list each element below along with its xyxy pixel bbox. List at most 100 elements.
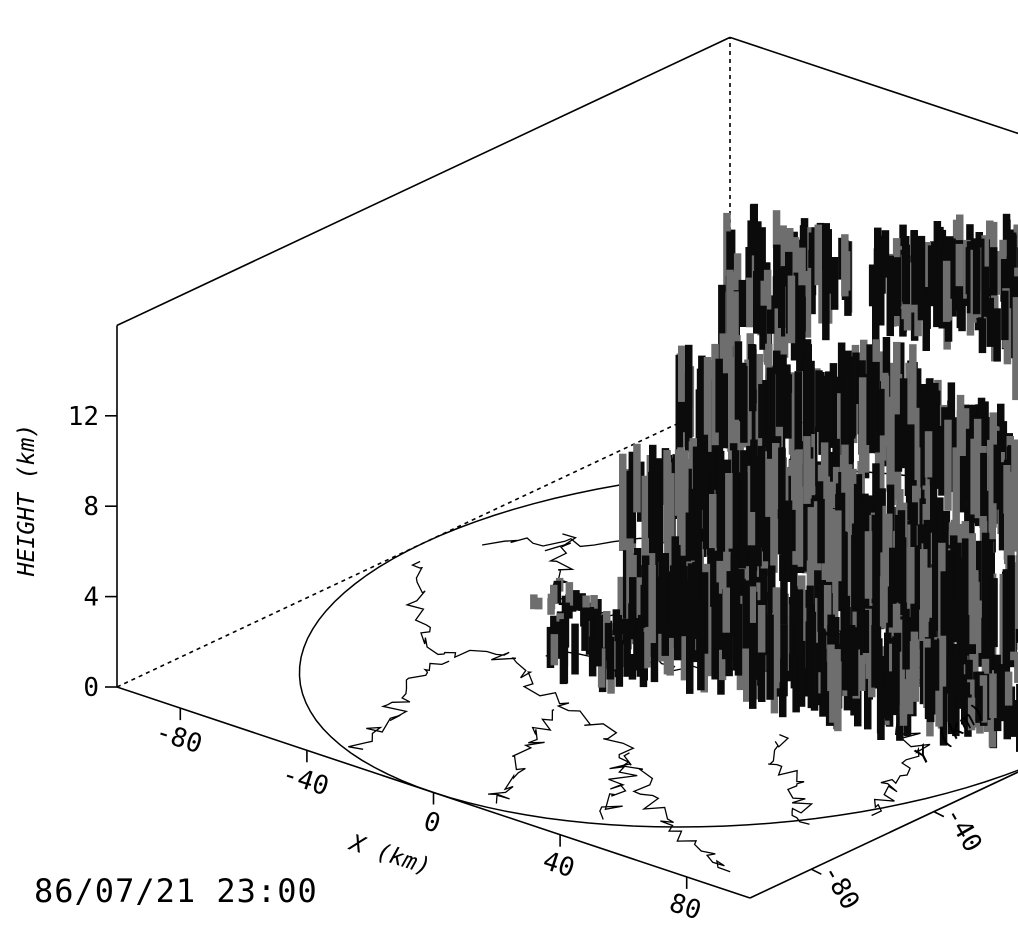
echo-cell-1304 — [818, 629, 826, 673]
coastline-3 — [348, 661, 449, 749]
echo-cell-545 — [877, 389, 885, 436]
echo-cell-93 — [788, 276, 796, 344]
echo-cell-536 — [825, 371, 833, 448]
echo-cell-872 — [803, 436, 811, 504]
echo-cell-1228 — [742, 580, 750, 648]
echo-cell-975 — [898, 510, 906, 575]
echo-cell-442 — [776, 372, 784, 427]
echo-cell-429 — [697, 369, 705, 424]
z-tick-label-0: 0 — [83, 673, 99, 703]
echo-cell-451 — [758, 384, 766, 438]
echo-cell-1329 — [892, 642, 900, 705]
echo-cell-273 — [993, 308, 1001, 361]
echo-cell-1322 — [843, 607, 851, 668]
echo-cell-1406 — [616, 640, 624, 687]
echo-cell-1424 — [594, 616, 602, 667]
echo-cell-1414 — [623, 638, 631, 677]
echo-cell-1216 — [780, 624, 788, 696]
echo-cell-215 — [943, 261, 951, 322]
echo-cell-155 — [887, 256, 895, 337]
echo-cell-1037 — [962, 538, 970, 655]
echo-cell-1205 — [780, 579, 788, 625]
echo-cell-1440 — [547, 598, 555, 615]
echo-cell-1391 — [571, 624, 579, 675]
echo-cell-1405 — [615, 615, 623, 641]
x-tick-label-1: -40 — [278, 759, 332, 802]
echo-cell-1441 — [566, 582, 574, 606]
y-tick-label-1: -40 — [938, 802, 987, 858]
echo-cell-55 — [841, 234, 849, 296]
echo-cell-691 — [994, 445, 1002, 504]
echo-cell-747 — [619, 454, 627, 551]
echo-cell-514 — [817, 372, 825, 432]
echo-cell-604 — [925, 431, 933, 477]
z-tick-label-1: 4 — [83, 583, 99, 613]
echo-cell-1142 — [674, 580, 682, 661]
echo-cell-851 — [725, 473, 733, 557]
z-axis-title: HEIGHT (km) — [14, 424, 40, 577]
echo-cell-307 — [1013, 297, 1018, 383]
x-tick-label-4: 80 — [666, 888, 705, 926]
echo-cell-1327 — [885, 671, 893, 720]
frame-edge-3 — [117, 37, 730, 325]
echo-cell-1055 — [990, 578, 998, 647]
echo-cell-1217 — [735, 604, 743, 676]
echo-cell-1423 — [551, 634, 559, 665]
echo-cell-56 — [792, 237, 800, 273]
echo-cell-49 — [815, 225, 823, 286]
echo-cell-1309 — [809, 612, 817, 697]
echo-cell-90 — [759, 306, 767, 350]
echo-cell-305 — [987, 298, 995, 347]
echo-cell-309 — [1001, 291, 1009, 340]
echo-cell-455 — [715, 359, 723, 433]
echo-cell-89 — [764, 270, 772, 310]
echo-cell-877 — [796, 487, 804, 567]
echo-cell-1444 — [562, 603, 570, 611]
echo-cell-153 — [893, 257, 901, 316]
echo-cell-88 — [778, 268, 786, 328]
echo-cell-684 — [971, 454, 979, 510]
echo-cell-1419 — [605, 623, 613, 657]
echo-cell-978 — [817, 499, 825, 563]
echo-cell-769 — [732, 450, 740, 550]
echo-cell-1219 — [758, 605, 766, 653]
echo-cell-92 — [798, 297, 806, 332]
echo-cell-688 — [1004, 472, 1012, 564]
echo-cell-1438 — [587, 607, 595, 618]
echo-cell-1330 — [902, 609, 910, 670]
echo-cell-1442 — [582, 596, 590, 608]
echo-cell-1430 — [530, 594, 538, 609]
echo-cell-687 — [1011, 440, 1018, 535]
coastline-4 — [488, 710, 554, 804]
echo-cell-445 — [704, 357, 712, 448]
echo-cell-425 — [678, 346, 686, 402]
x-tick-label-0: -80 — [152, 717, 206, 760]
echo-cell-73 — [746, 278, 754, 328]
echo-cell-450 — [749, 345, 757, 412]
echo-cell-227 — [973, 240, 981, 314]
echo-cell-1373 — [989, 674, 997, 719]
y-tick-label-0: -80 — [815, 859, 864, 915]
echo-cell-608 — [900, 378, 908, 468]
echo-cell-977 — [872, 515, 880, 603]
echo-cell-224 — [956, 244, 964, 286]
echo-cell-537 — [849, 358, 857, 436]
echo-cell-1344 — [1014, 652, 1018, 683]
timestamp-label: 86/07/21 23:00 — [34, 872, 318, 910]
echo-cell-868 — [758, 446, 766, 547]
echo-cell-1443 — [559, 619, 567, 628]
echo-cell-773 — [633, 444, 641, 513]
echo-cell-774 — [694, 494, 702, 559]
echo-cell-1058 — [920, 549, 928, 611]
echo-cell-157 — [903, 245, 911, 305]
echo-cell-1298 — [939, 636, 947, 687]
echo-cell-870 — [750, 440, 758, 513]
z-tick-label-2: 8 — [83, 492, 99, 522]
echo-cell-865 — [778, 448, 786, 555]
echo-cell-154 — [874, 248, 882, 316]
echo-cell-981 — [834, 510, 842, 581]
echo-cell-453 — [740, 366, 748, 443]
x-tick-label-3: 40 — [539, 846, 578, 884]
echo-cell-1421 — [636, 618, 644, 670]
